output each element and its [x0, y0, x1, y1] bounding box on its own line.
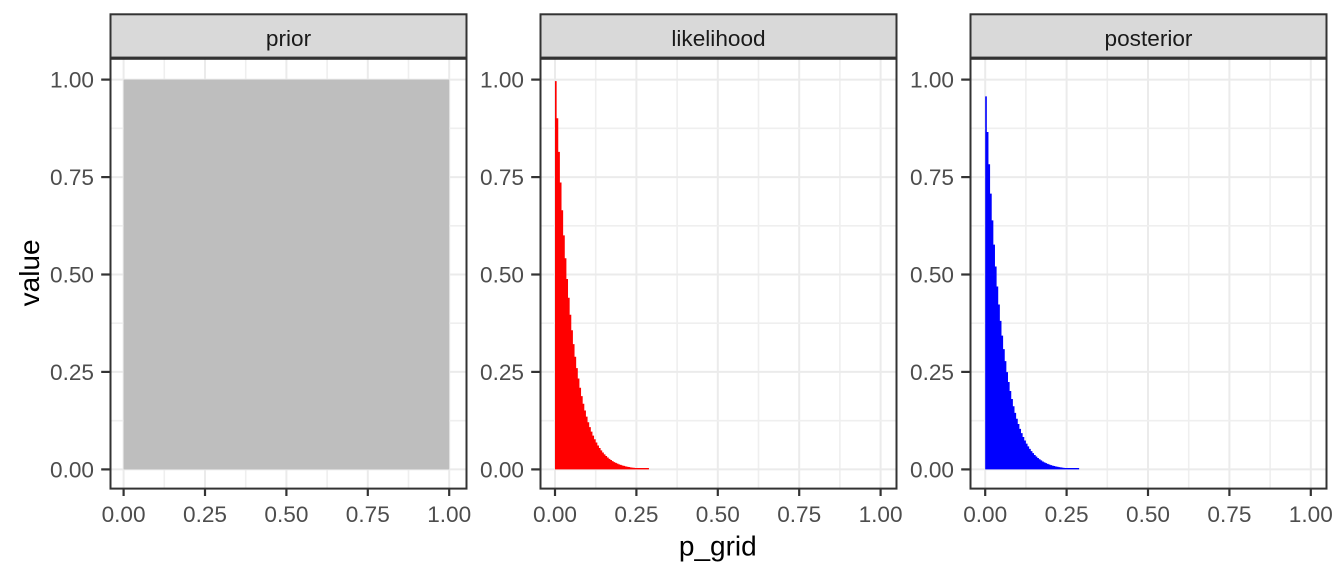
svg-text:1.00: 1.00 [427, 502, 471, 527]
svg-text:0.75: 0.75 [346, 502, 390, 527]
svg-text:0.25: 0.25 [1045, 502, 1089, 527]
svg-text:0.25: 0.25 [910, 360, 954, 385]
svg-text:0.25: 0.25 [480, 360, 524, 385]
svg-text:0.00: 0.00 [910, 458, 954, 483]
svg-text:0.50: 0.50 [50, 263, 94, 288]
svg-text:0.75: 0.75 [910, 165, 954, 190]
svg-text:0.00: 0.00 [50, 458, 94, 483]
svg-text:0.50: 0.50 [264, 502, 308, 527]
svg-text:1.00: 1.00 [910, 68, 954, 93]
svg-text:value: value [14, 239, 45, 306]
svg-text:0.25: 0.25 [614, 502, 658, 527]
svg-text:0.75: 0.75 [480, 165, 524, 190]
svg-text:0.25: 0.25 [50, 360, 94, 385]
svg-text:0.50: 0.50 [696, 502, 740, 527]
svg-text:0.75: 0.75 [1207, 502, 1251, 527]
svg-text:0.00: 0.00 [533, 502, 577, 527]
svg-text:0.75: 0.75 [777, 502, 821, 527]
svg-text:0.00: 0.00 [480, 458, 524, 483]
svg-text:1.00: 1.00 [480, 68, 524, 93]
svg-text:0.50: 0.50 [910, 263, 954, 288]
svg-text:prior: prior [266, 26, 312, 51]
svg-text:0.50: 0.50 [1126, 502, 1170, 527]
svg-text:1.00: 1.00 [859, 502, 903, 527]
svg-text:1.00: 1.00 [1289, 502, 1333, 527]
svg-text:0.25: 0.25 [183, 502, 227, 527]
svg-text:0.75: 0.75 [50, 165, 94, 190]
svg-text:1.00: 1.00 [50, 68, 94, 93]
svg-text:0.50: 0.50 [480, 263, 524, 288]
svg-text:posterior: posterior [1105, 26, 1193, 51]
svg-text:0.00: 0.00 [963, 502, 1007, 527]
svg-text:likelihood: likelihood [671, 26, 765, 51]
svg-text:p_grid: p_grid [679, 531, 757, 562]
svg-text:0.00: 0.00 [102, 502, 146, 527]
